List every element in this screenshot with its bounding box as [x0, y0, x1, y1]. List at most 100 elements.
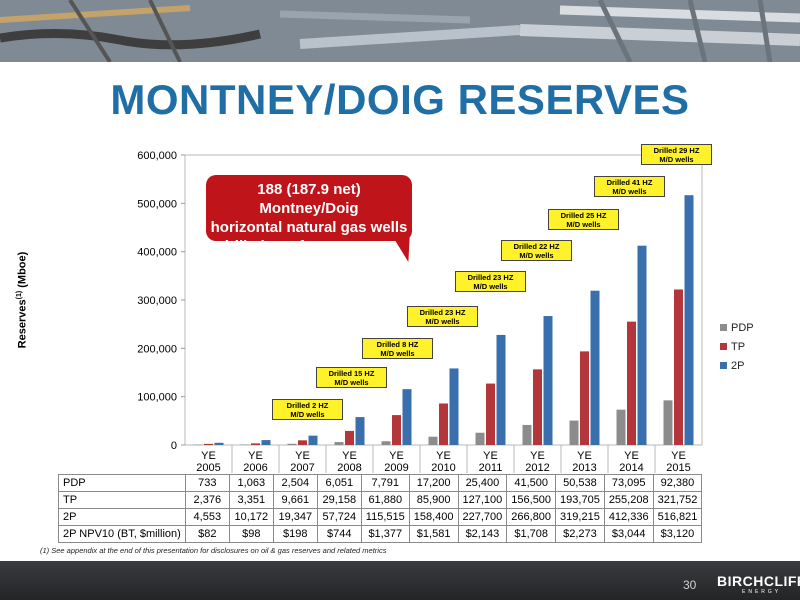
bar-2p-2009	[402, 389, 412, 445]
drilled-label-2013: Drilled 25 HZ M/D wells	[548, 209, 619, 230]
table-cell: 158,400	[408, 508, 459, 526]
bar-pdp-2011	[475, 432, 485, 445]
x-tick-label: YE	[248, 450, 263, 462]
y-tick-label: 100,000	[137, 392, 177, 404]
table-row-label: PDP	[58, 474, 186, 492]
table-cell: $82	[184, 525, 230, 543]
table-row-label: 2P	[58, 508, 186, 526]
drilled-label-2007: Drilled 2 HZ M/D wells	[272, 399, 343, 420]
bar-2p-2010	[449, 368, 459, 445]
drilled-label-2011: Drilled 23 HZ M/D wells	[455, 271, 526, 292]
table-cell: 1,063	[228, 474, 274, 492]
x-tick-label: 2013	[572, 462, 596, 474]
legend-item-pdp: PDP	[720, 318, 754, 337]
drilled-label-2008: Drilled 15 HZ M/D wells	[316, 367, 387, 388]
legend-item-tp: TP	[720, 337, 754, 356]
bar-2p-2011	[496, 334, 506, 445]
chart-legend: PDP TP 2P	[720, 318, 754, 375]
bar-2p-2007	[308, 435, 318, 445]
table-cell: $198	[272, 525, 318, 543]
table-row-label: TP	[58, 491, 186, 509]
footer-bar	[0, 561, 800, 600]
table-cell: 25,400	[457, 474, 508, 492]
table-row: 2P NPV10 (BT, $million) $82 $98 $198 $744 $1,…	[58, 525, 703, 543]
table-cell: 6,051	[316, 474, 362, 492]
table-cell: 50,538	[555, 474, 605, 492]
bar-2p-2008	[355, 417, 365, 445]
table-cell: 156,500	[506, 491, 557, 509]
table-cell: 7,791	[360, 474, 410, 492]
y-tick-label: 400,000	[137, 247, 177, 259]
bar-2p-2006	[261, 440, 271, 445]
table-cell: 2,504	[272, 474, 318, 492]
bar-tp-2011	[486, 383, 495, 445]
x-tick-label: YE	[624, 450, 639, 462]
table-cell: 41,500	[506, 474, 557, 492]
drilled-label-2012: Drilled 22 HZ M/D wells	[501, 240, 572, 261]
table-cell: 733	[184, 474, 230, 492]
table-cell: 61,880	[360, 491, 410, 509]
table-cell: 9,661	[272, 491, 318, 509]
wells-callout: 188 (187.9 net) Montney/Doig horizontal n…	[206, 175, 412, 255]
x-tick-label: YE	[530, 450, 545, 462]
bar-tp-2006	[251, 443, 260, 445]
table-row-label: 2P NPV10 (BT, $million)	[58, 525, 186, 543]
table-cell: $2,143	[457, 525, 508, 543]
page-number: 30	[683, 578, 697, 592]
x-tick-label: YE	[436, 450, 451, 462]
header-banner	[0, 0, 800, 62]
x-tick-label: YE	[483, 450, 498, 462]
pipeline-image	[0, 0, 800, 62]
table-cell: 266,800	[506, 508, 557, 526]
x-tick-label: 2011	[479, 462, 503, 474]
bar-2p-2012	[543, 316, 553, 445]
y-tick-label: 300,000	[137, 295, 177, 307]
y-tick-label: 200,000	[137, 343, 177, 355]
x-tick-label: YE	[342, 450, 357, 462]
bar-pdp-2012	[522, 424, 532, 445]
table-cell: $2,273	[555, 525, 605, 543]
drilled-label-2009: Drilled 8 HZ M/D wells	[362, 338, 433, 359]
bar-pdp-2010	[428, 436, 438, 445]
x-tick-label: 2009	[384, 462, 408, 474]
y-tick-label: 500,000	[137, 198, 177, 210]
table-cell: $1,377	[360, 525, 410, 543]
table-cell: 29,158	[316, 491, 362, 509]
bar-2p-2015	[684, 195, 694, 445]
x-tick-label: 2012	[525, 462, 549, 474]
x-tick-label: 2008	[337, 462, 361, 474]
company-logo-sub: ENERGY	[742, 589, 782, 595]
table-cell: $98	[228, 525, 274, 543]
bar-tp-2013	[580, 351, 589, 445]
table-cell: $1,708	[506, 525, 557, 543]
bar-tp-2008	[345, 430, 354, 445]
bar-tp-2012	[533, 369, 542, 445]
bar-tp-2015	[674, 289, 683, 445]
x-tick-label: YE	[577, 450, 592, 462]
y-axis-label: Reserves(1) (Mboe)	[16, 251, 29, 349]
bar-pdp-2013	[569, 420, 579, 445]
bar-pdp-2005	[193, 444, 203, 446]
bar-pdp-2007	[287, 443, 297, 445]
company-logo: BIRCHCLIFF	[717, 573, 800, 589]
y-tick-label: 600,000	[137, 150, 177, 162]
table-cell: 85,900	[408, 491, 459, 509]
x-tick-label: 2007	[290, 462, 314, 474]
x-tick-label: 2014	[619, 462, 643, 474]
drilled-label-2010: Drilled 23 HZ M/D wells	[407, 306, 478, 327]
table-cell: 227,700	[457, 508, 508, 526]
table-cell: 412,336	[603, 508, 654, 526]
table-row: TP 2,376 3,351 9,661 29,158 61,880 85,900 127,1…	[58, 491, 703, 509]
table-cell: 2,376	[184, 491, 230, 509]
table-cell: $1,581	[408, 525, 459, 543]
table-row: 2P 4,553 10,172 19,347 57,724 115,515 158,400 2…	[58, 508, 703, 526]
bar-pdp-2014	[616, 409, 626, 445]
legend-swatch	[720, 324, 727, 331]
legend-item-2p: 2P	[720, 356, 754, 375]
table-cell: $3,120	[652, 525, 703, 543]
x-tick-label: 2015	[666, 462, 690, 474]
table-cell: 4,553	[184, 508, 230, 526]
bar-2p-2005	[214, 442, 224, 445]
table-cell: 17,200	[408, 474, 459, 492]
